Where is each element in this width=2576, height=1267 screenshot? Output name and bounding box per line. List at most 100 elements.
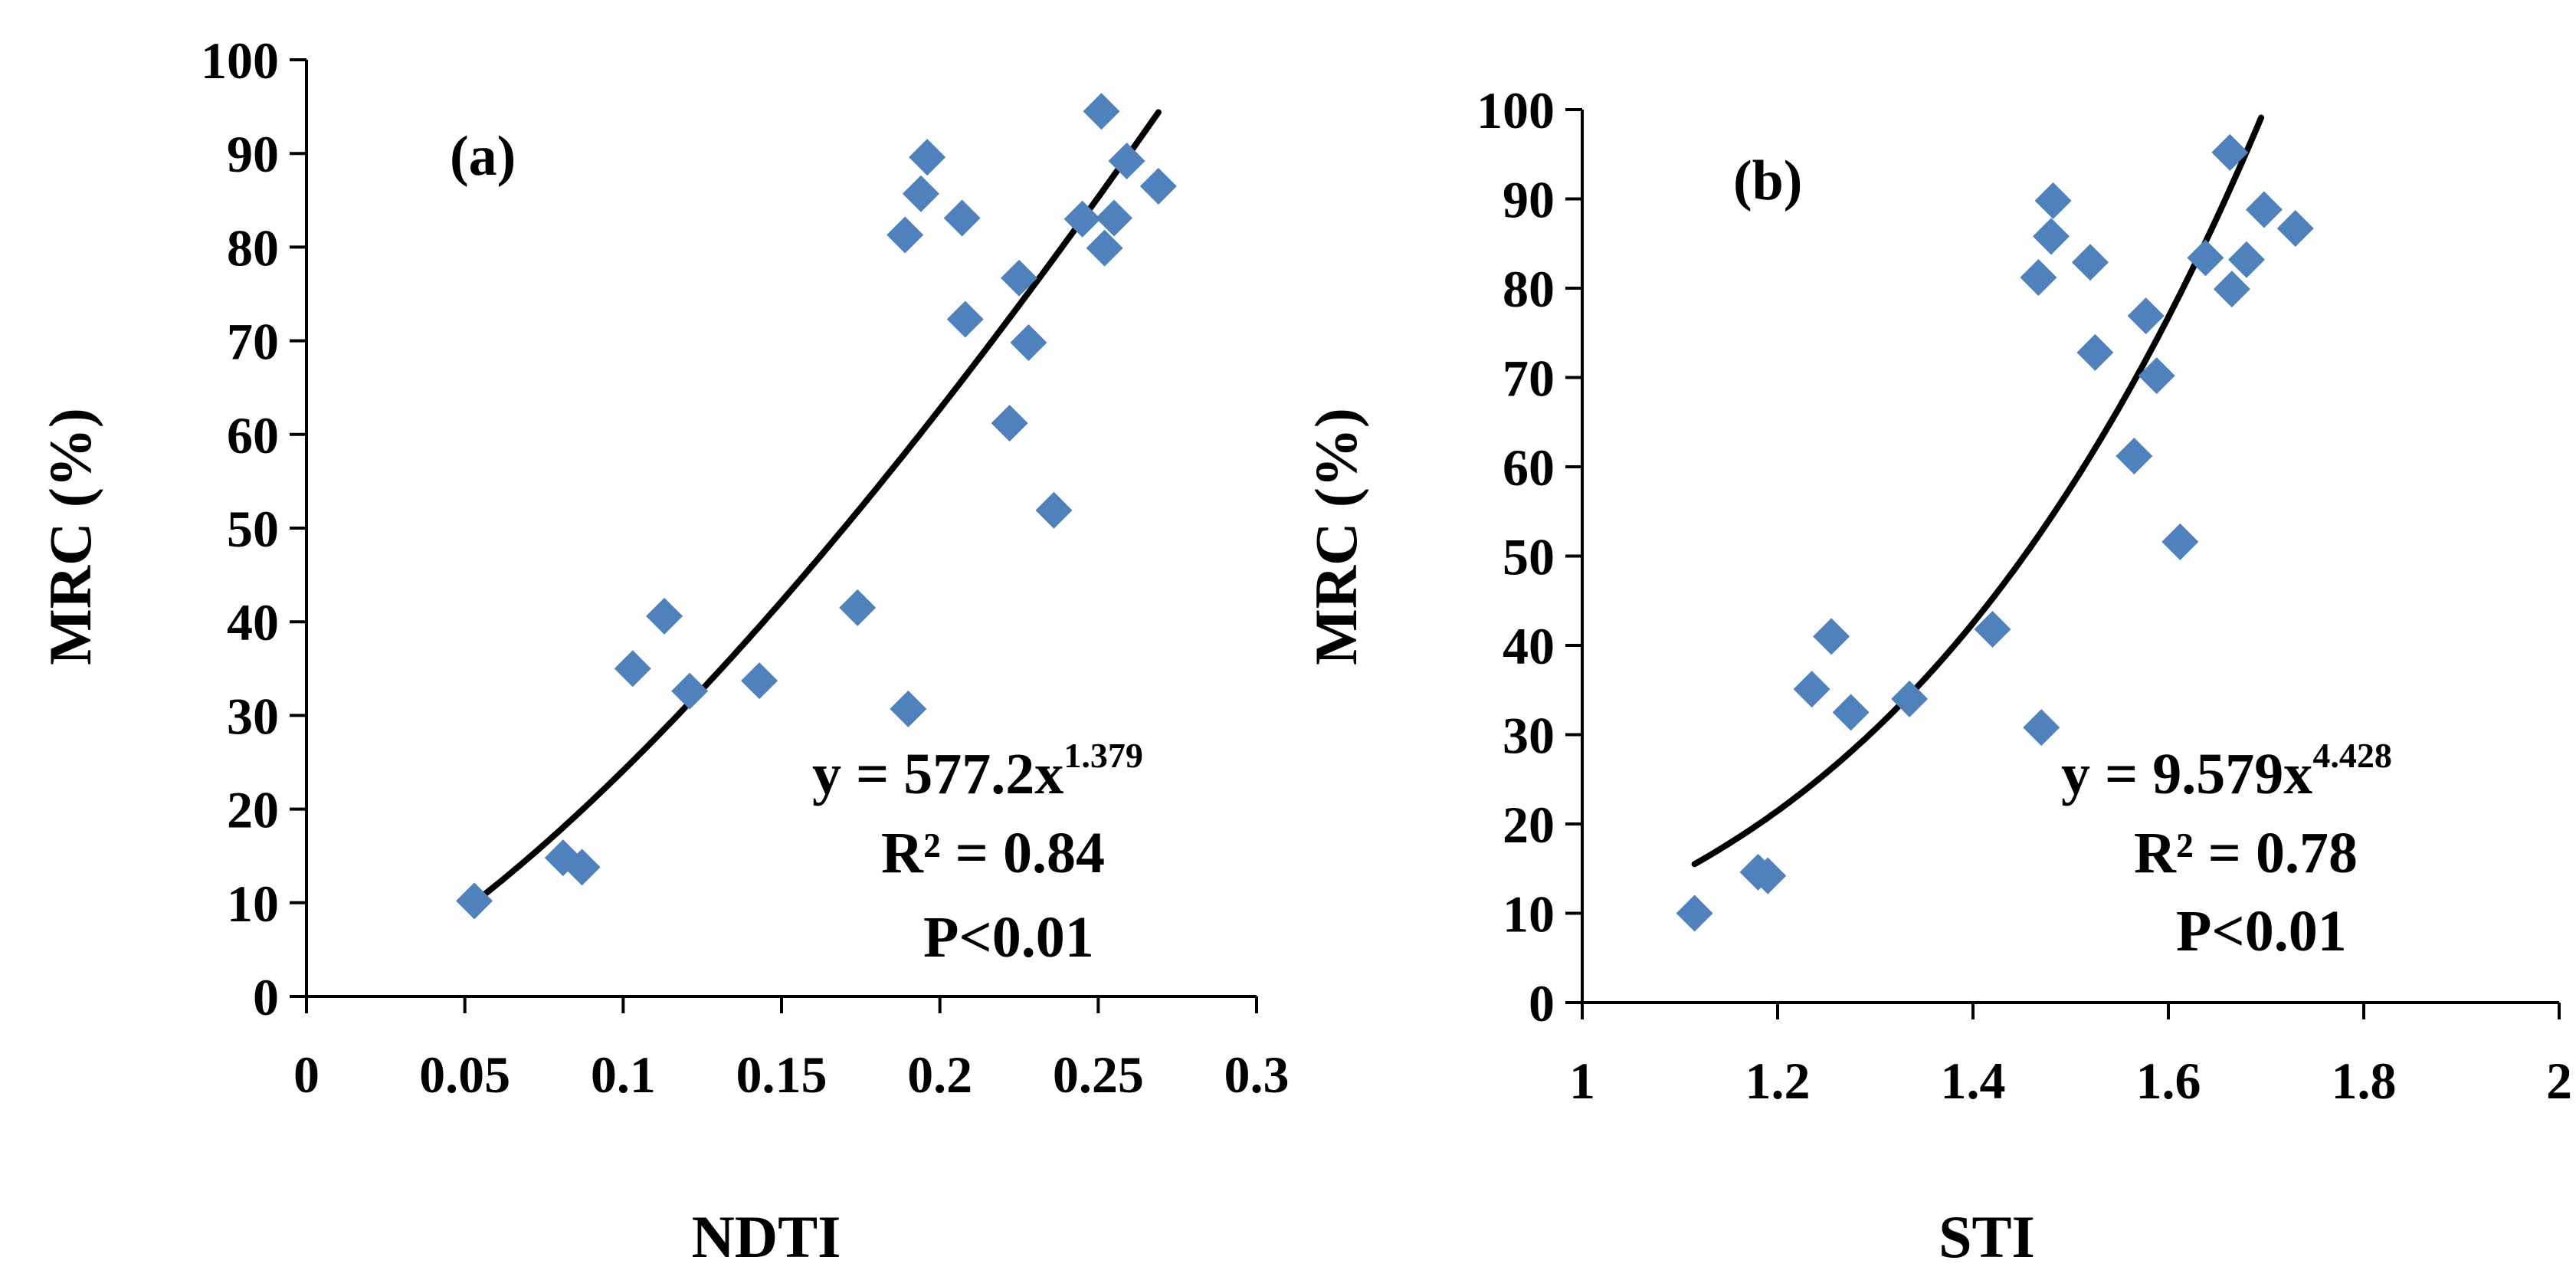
y-tick-label: 90 bbox=[227, 125, 279, 183]
data-point bbox=[991, 405, 1028, 442]
data-point bbox=[2211, 133, 2249, 171]
trendline-equation: y = 577.2x1.379 bbox=[812, 736, 1143, 806]
data-point bbox=[563, 848, 601, 886]
data-point bbox=[2187, 239, 2224, 277]
x-tick-label: 0.2 bbox=[907, 1045, 972, 1104]
tick-marks bbox=[290, 58, 1258, 1013]
data-point bbox=[1749, 857, 1787, 894]
y-tick-label: 40 bbox=[1503, 617, 1555, 675]
power-trendline bbox=[1691, 114, 2265, 868]
y-tick-label: 70 bbox=[1503, 350, 1555, 408]
trendline-equation: y = 9.579x4.428 bbox=[2061, 736, 2392, 806]
y-tick-label: 20 bbox=[1503, 796, 1555, 854]
data-point bbox=[1139, 167, 1177, 205]
data-point bbox=[1832, 694, 1870, 731]
r-squared-label: R² = 0.84 bbox=[881, 821, 1105, 885]
data-point bbox=[456, 882, 493, 920]
data-point bbox=[909, 139, 946, 176]
data-point bbox=[839, 589, 877, 626]
data-point bbox=[2076, 333, 2114, 371]
y-tick-labels: 0 10 20 30 40 50 60 70 80 90 100 bbox=[201, 31, 279, 1026]
data-point bbox=[2213, 271, 2250, 308]
data-point bbox=[1064, 200, 1101, 238]
data-point bbox=[2072, 244, 2109, 281]
data-point bbox=[943, 199, 981, 237]
x-tick-label: 0.15 bbox=[736, 1045, 828, 1104]
data-point bbox=[1096, 199, 1132, 237]
data-point bbox=[2020, 259, 2057, 297]
data-point bbox=[1086, 229, 1123, 267]
y-tick-label: 90 bbox=[1503, 171, 1555, 229]
x-tick-label: 1.2 bbox=[1745, 1052, 1811, 1110]
data-point bbox=[1035, 491, 1073, 529]
y-tick-label: 20 bbox=[227, 781, 279, 839]
panel-label: (b) bbox=[1733, 149, 1802, 212]
data-point bbox=[2245, 191, 2283, 228]
y-axis-title: MRC (%) bbox=[1303, 408, 1369, 665]
chart-panel-a: 0 0.05 0.1 0.15 0.2 0.25 0.3 0 10 20 30 40 50 60 70 80… bbox=[37, 31, 1290, 1267]
panel-label: (a) bbox=[450, 125, 516, 188]
x-tick-label: 1 bbox=[1569, 1052, 1595, 1110]
x-tick-label: 0.05 bbox=[419, 1045, 510, 1104]
data-point bbox=[2161, 523, 2199, 560]
y-tick-label: 50 bbox=[1503, 528, 1555, 586]
y-tick-label: 80 bbox=[1503, 260, 1555, 318]
y-tick-label: 60 bbox=[1503, 438, 1555, 497]
x-tick-labels: 0 0.05 0.1 0.15 0.2 0.25 0.3 bbox=[293, 1045, 1290, 1104]
y-tick-label: 40 bbox=[227, 593, 279, 652]
y-tick-label: 50 bbox=[227, 500, 279, 558]
data-point bbox=[2276, 209, 2314, 247]
data-point bbox=[887, 216, 924, 254]
y-tick-label: 10 bbox=[1503, 885, 1555, 944]
y-axis-title: MRC (%) bbox=[37, 408, 103, 665]
data-point bbox=[2034, 182, 2072, 219]
y-tick-label: 0 bbox=[1529, 974, 1555, 1032]
x-tick-label: 2 bbox=[2546, 1052, 2572, 1110]
chart-panel-b: 1 1.2 1.4 1.6 1.8 2 0 10 20 30 40 50 60 70 80 90 100 (b… bbox=[1303, 81, 2572, 1267]
data-point bbox=[646, 597, 683, 635]
y-tick-label: 100 bbox=[1476, 81, 1555, 140]
y-tick-label: 0 bbox=[253, 968, 279, 1026]
data-point bbox=[1974, 611, 2011, 648]
data-point bbox=[614, 650, 651, 688]
data-point bbox=[1083, 93, 1120, 130]
data-points bbox=[1676, 133, 2314, 932]
y-tick-label: 70 bbox=[227, 313, 279, 371]
data-point bbox=[741, 662, 778, 700]
x-axis-title: STI bbox=[1939, 1203, 2035, 1267]
data-point bbox=[2127, 297, 2165, 335]
data-point bbox=[2033, 218, 2070, 255]
y-tick-label: 80 bbox=[227, 218, 279, 277]
y-tick-label: 30 bbox=[227, 687, 279, 745]
x-tick-label: 0.25 bbox=[1053, 1045, 1144, 1104]
p-value-label: P<0.01 bbox=[2176, 899, 2347, 963]
data-point bbox=[890, 690, 927, 727]
y-tick-label: 60 bbox=[227, 406, 279, 464]
data-point bbox=[2138, 357, 2175, 395]
x-tick-label: 1.4 bbox=[1941, 1052, 2006, 1110]
power-trendline bbox=[471, 109, 1162, 906]
r-squared-label: R² = 0.78 bbox=[2134, 821, 2358, 885]
y-tick-labels: 0 10 20 30 40 50 60 70 80 90 100 bbox=[1476, 81, 1555, 1032]
data-point bbox=[671, 672, 709, 710]
data-point bbox=[1001, 259, 1037, 297]
y-tick-label: 100 bbox=[201, 31, 279, 90]
data-point bbox=[1010, 324, 1047, 362]
y-tick-label: 10 bbox=[227, 875, 279, 933]
data-point bbox=[2228, 241, 2265, 278]
p-value-label: P<0.01 bbox=[923, 905, 1094, 970]
x-tick-labels: 1 1.2 1.4 1.6 1.8 2 bbox=[1569, 1052, 2572, 1110]
x-tick-label: 0 bbox=[293, 1045, 320, 1104]
x-tick-label: 1.8 bbox=[2332, 1052, 2397, 1110]
x-tick-label: 0.1 bbox=[591, 1045, 656, 1104]
x-tick-label: 1.6 bbox=[2136, 1052, 2201, 1110]
data-point bbox=[1676, 894, 1713, 932]
tick-marks bbox=[1565, 108, 2561, 1019]
x-tick-label: 0.3 bbox=[1224, 1045, 1290, 1104]
x-axis-title: NDTI bbox=[691, 1203, 841, 1267]
data-point bbox=[2023, 709, 2060, 747]
y-tick-label: 30 bbox=[1503, 707, 1555, 765]
axes bbox=[1581, 110, 2559, 1004]
data-point bbox=[1793, 671, 1830, 708]
